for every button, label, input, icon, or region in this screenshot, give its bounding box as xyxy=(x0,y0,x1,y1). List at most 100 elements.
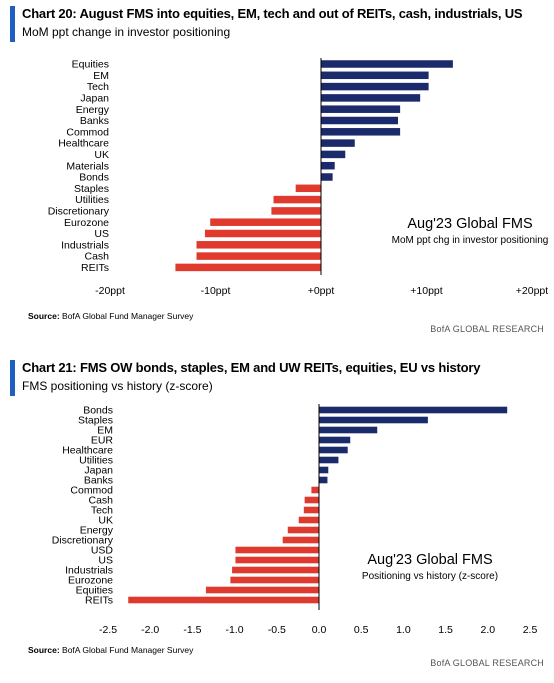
x-tick-label: 0.0 xyxy=(312,624,327,636)
category-label: REITs xyxy=(81,262,109,274)
category-label: Utilities xyxy=(75,194,109,206)
annotation-text: Positioning vs history (z-score) xyxy=(362,571,498,582)
bar-uk xyxy=(298,516,319,524)
source-note: Source: BofA Global Fund Manager Survey xyxy=(28,645,193,655)
bar-banks xyxy=(319,476,328,484)
accent-bar xyxy=(10,360,15,396)
bar-em xyxy=(319,426,378,434)
x-tick-label: -20ppt xyxy=(95,285,125,297)
accent-bar xyxy=(10,6,15,42)
bar-tech xyxy=(303,506,319,514)
category-label: Staples xyxy=(78,415,113,427)
x-tick-label: -2.5 xyxy=(99,624,117,636)
bar-energy xyxy=(321,105,401,113)
bar-em xyxy=(321,71,429,80)
bar-eur xyxy=(319,436,351,444)
bar-reits xyxy=(175,263,321,272)
chart-panel-21: Chart 21: FMS OW bonds, staples, EM and … xyxy=(0,348,554,683)
source-label: Source: xyxy=(28,645,60,655)
bar-commod xyxy=(311,486,319,494)
bar-equities xyxy=(205,586,319,594)
chart-subtitle: FMS positioning vs history (z-score) xyxy=(22,379,213,393)
category-label: Healthcare xyxy=(58,138,109,150)
x-tick-label: -0.5 xyxy=(268,624,286,636)
bar-discretionary xyxy=(282,536,319,544)
category-label: Staples xyxy=(74,183,109,195)
bar-us xyxy=(235,556,319,564)
category-label: EM xyxy=(93,70,109,82)
bar-materials xyxy=(321,161,335,170)
research-label: BofA GLOBAL RESEARCH xyxy=(430,658,544,668)
x-tick-label: 1.5 xyxy=(438,624,453,636)
category-label: Eurozone xyxy=(68,575,113,587)
category-label: Industrials xyxy=(61,239,109,251)
category-label: Banks xyxy=(80,115,109,127)
chart-subtitle: MoM ppt change in investor positioning xyxy=(22,25,231,39)
x-tick-label: 0.5 xyxy=(354,624,369,636)
category-label: Banks xyxy=(84,475,113,487)
x-tick-label: +0ppt xyxy=(308,285,335,297)
category-label: Healthcare xyxy=(62,445,113,457)
source-text: BofA Global Fund Manager Survey xyxy=(62,311,194,321)
bar-cash xyxy=(304,496,319,504)
source-text: BofA Global Fund Manager Survey xyxy=(62,645,194,655)
bar-usd xyxy=(235,546,319,554)
x-tick-label: 2.5 xyxy=(523,624,538,636)
category-label: US xyxy=(94,228,109,240)
research-label: BofA GLOBAL RESEARCH xyxy=(430,324,544,334)
bar-us xyxy=(204,229,321,238)
category-label: Cash xyxy=(88,495,113,507)
category-label: EM xyxy=(97,425,113,437)
category-label: Utilities xyxy=(79,455,113,467)
category-label: Energy xyxy=(80,525,114,537)
bar-chart-20: EquitiesEMTechJapanEnergyBanksCommodHeal… xyxy=(48,58,549,297)
x-tick-label: +20ppt xyxy=(516,285,548,297)
bar-bonds xyxy=(321,173,333,181)
category-label: Cash xyxy=(84,251,109,263)
bar-banks xyxy=(321,116,399,125)
category-label: Eurozone xyxy=(64,217,109,229)
x-tick-label: -10ppt xyxy=(201,285,231,297)
bar-reits xyxy=(128,596,319,604)
category-label: REITs xyxy=(85,595,113,607)
annotation-text: MoM ppt chg in investor positioning xyxy=(392,235,549,246)
bar-cash xyxy=(196,252,321,260)
bar-japan xyxy=(321,94,421,102)
x-tick-label: -1.0 xyxy=(226,624,244,636)
annotation-title: Aug'23 Global FMS xyxy=(407,216,532,232)
bar-eurozone xyxy=(230,576,319,584)
source-label: Source: xyxy=(28,311,60,321)
bar-uk xyxy=(321,150,346,159)
category-label: Tech xyxy=(91,505,113,517)
category-label: US xyxy=(98,555,113,567)
bar-industrials xyxy=(196,241,321,249)
bar-healthcare xyxy=(319,446,348,454)
category-label: Japan xyxy=(84,465,113,477)
bar-staples xyxy=(295,184,321,193)
x-tick-label: 2.0 xyxy=(480,624,495,636)
category-label: Equities xyxy=(76,585,113,597)
category-label: USD xyxy=(91,545,114,557)
category-label: Tech xyxy=(87,81,109,93)
source-note: Source: BofA Global Fund Manager Survey xyxy=(28,311,193,321)
x-tick-label: -1.5 xyxy=(183,624,201,636)
bar-bonds xyxy=(319,406,508,414)
category-label: Materials xyxy=(66,160,109,172)
category-label: Commod xyxy=(66,126,109,138)
chart-panel-20: Chart 20: August FMS into equities, EM, … xyxy=(0,0,554,340)
category-label: Japan xyxy=(80,93,109,105)
bar-energy xyxy=(287,526,319,534)
bar-commod xyxy=(321,128,401,136)
bar-utilities xyxy=(319,456,339,464)
category-label: Bonds xyxy=(83,405,113,417)
category-label: Equities xyxy=(72,59,109,71)
category-label: Discretionary xyxy=(48,206,110,218)
category-label: UK xyxy=(98,515,113,527)
category-label: Commod xyxy=(70,485,113,497)
bar-utilities xyxy=(273,195,321,204)
bar-chart-21: BondsStaplesEMEURHealthcareUtilitiesJapa… xyxy=(52,404,538,636)
bar-eurozone xyxy=(210,218,321,226)
bar-tech xyxy=(321,82,429,91)
bar-healthcare xyxy=(321,139,355,147)
bar-industrials xyxy=(232,566,319,574)
